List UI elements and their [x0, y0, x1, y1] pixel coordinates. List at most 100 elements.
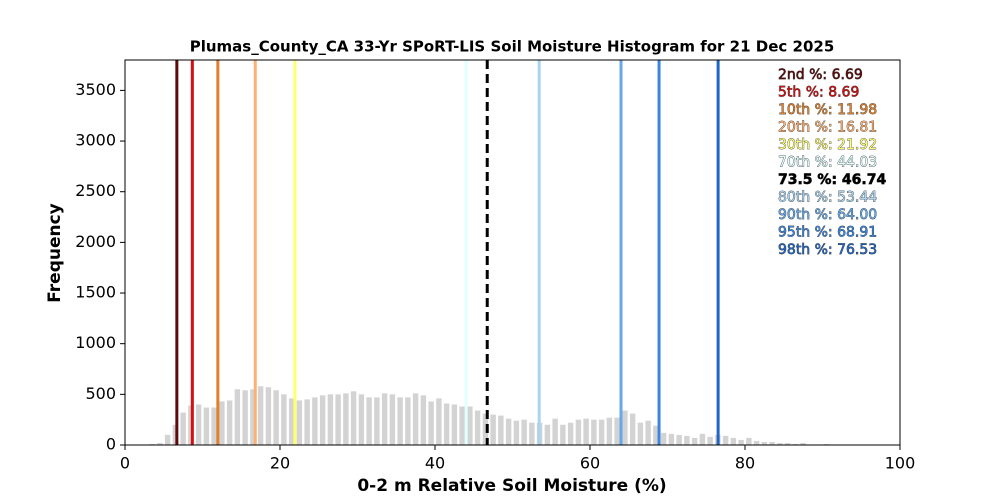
bar: [761, 441, 768, 445]
percentile-label: 70th %: 44.03: [778, 155, 877, 171]
x-tick-label: 100: [885, 454, 916, 473]
bar: [265, 387, 272, 445]
bar: [629, 413, 636, 445]
bar: [684, 435, 690, 445]
percentile-label: 73.5 %: 46.74: [778, 172, 886, 188]
bar: [211, 407, 217, 445]
bar: [226, 400, 233, 445]
bar: [490, 414, 496, 445]
bar: [823, 443, 830, 445]
percentile-label: 5th %: 8.69: [778, 85, 859, 101]
bar: [660, 432, 667, 445]
percentile-label: 20th %: 16.81: [778, 120, 877, 136]
bar: [699, 433, 706, 445]
bar: [498, 415, 504, 445]
x-tick-label: 20: [270, 454, 290, 473]
bar: [722, 435, 729, 445]
y-tick-label: 2500: [75, 181, 116, 200]
bar: [567, 422, 574, 445]
bar: [753, 440, 760, 445]
bar: [591, 419, 597, 445]
y-tick-label: 2000: [75, 232, 116, 251]
y-tick-label: 1000: [75, 333, 116, 352]
bar: [792, 443, 799, 445]
bar: [195, 404, 202, 445]
percentile-label: 30th %: 21.92: [778, 137, 877, 153]
bar: [598, 419, 605, 445]
bar: [505, 418, 512, 445]
bar: [583, 418, 589, 445]
bar: [164, 434, 171, 445]
bar: [769, 441, 775, 445]
bar: [730, 437, 737, 445]
bar: [467, 406, 473, 445]
bar: [668, 433, 675, 445]
bar: [412, 393, 419, 445]
percentile-label: 10th %: 11.98: [778, 102, 877, 118]
bar: [451, 404, 458, 445]
bar: [381, 393, 388, 445]
bar: [219, 401, 225, 445]
percentile-label: 98th %: 76.53: [778, 242, 877, 258]
bar: [777, 442, 783, 445]
percentile-label: 80th %: 53.44: [778, 190, 877, 206]
bar: [389, 394, 396, 445]
bar: [312, 397, 318, 445]
y-tick-label: 500: [85, 384, 116, 403]
bar: [242, 390, 248, 445]
bar: [350, 391, 357, 445]
bar: [560, 424, 566, 445]
y-tick-label: 1500: [75, 283, 116, 302]
bar: [203, 407, 210, 445]
x-tick-label: 60: [580, 454, 600, 473]
bar: [304, 399, 310, 445]
bar: [335, 394, 341, 445]
y-axis-label: Frequency: [45, 203, 65, 303]
bar: [420, 395, 427, 445]
bar: [327, 394, 334, 445]
bar: [366, 397, 372, 445]
bar: [707, 436, 713, 445]
bar: [482, 413, 489, 445]
bar: [428, 401, 434, 445]
y-tick-label: 3500: [75, 80, 116, 99]
bar: [622, 410, 628, 445]
bar: [645, 420, 651, 445]
bar: [459, 406, 465, 445]
bar: [149, 443, 155, 445]
bar: [746, 437, 752, 445]
bar: [637, 422, 644, 445]
plot-frame: [124, 59, 901, 446]
bar: [738, 439, 744, 445]
bar: [250, 389, 256, 445]
bar: [296, 400, 303, 445]
bar: [606, 417, 613, 445]
bar: [281, 394, 287, 445]
bar: [319, 395, 326, 445]
bar: [180, 412, 186, 445]
bar: [552, 418, 558, 445]
bar: [343, 393, 349, 445]
bar: [443, 403, 450, 445]
bar: [157, 442, 163, 445]
bar: [676, 434, 682, 445]
x-tick-label: 40: [425, 454, 445, 473]
bar: [405, 397, 411, 445]
x-axis-label: 0-2 m Relative Soil Moisture (%): [357, 476, 666, 496]
bar: [257, 386, 264, 445]
bar: [521, 419, 527, 445]
percentile-label: 90th %: 64.00: [778, 207, 877, 223]
bar: [513, 420, 520, 445]
chart-title: Plumas_County_CA 33-Yr SPoRT-LIS Soil Mo…: [190, 38, 835, 56]
percentile-label: 95th %: 68.91: [778, 225, 877, 241]
bar: [273, 390, 279, 445]
bar: [358, 394, 365, 445]
bar: [614, 417, 620, 445]
percentile-label: 2nd %: 6.69: [778, 67, 863, 83]
bar: [691, 437, 698, 445]
bar: [784, 442, 791, 445]
bar: [575, 419, 582, 445]
bar: [800, 442, 806, 445]
x-tick-label: 0: [120, 454, 130, 473]
